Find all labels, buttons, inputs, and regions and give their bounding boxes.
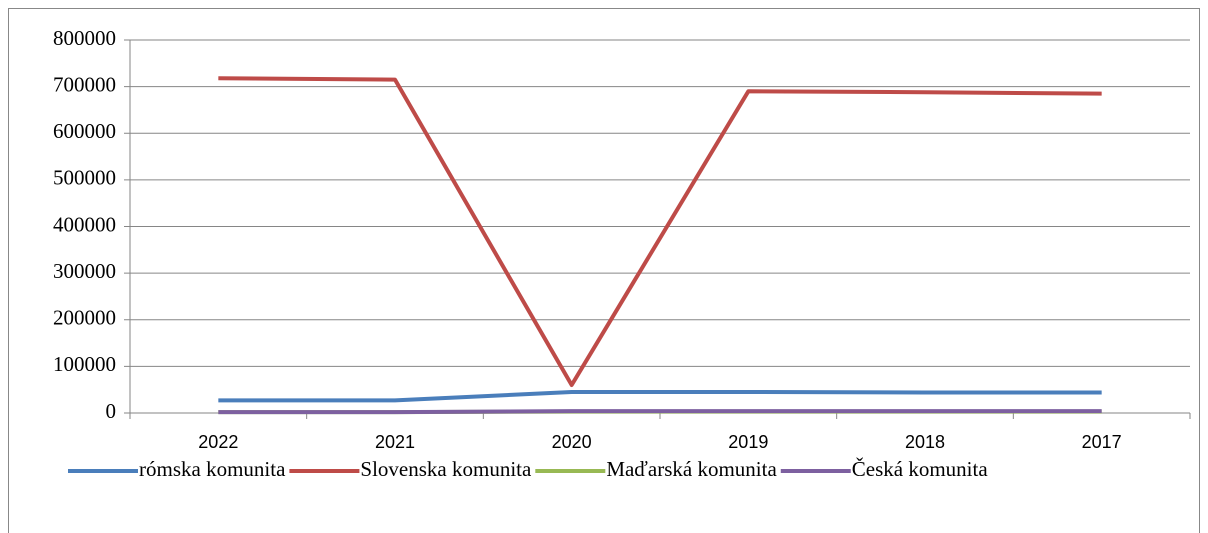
y-tick-label: 0 — [106, 399, 117, 423]
legend-label: Slovenska komunita — [360, 457, 532, 481]
y-tick-label: 100000 — [53, 352, 116, 376]
y-tick-label: 200000 — [53, 306, 116, 330]
legend-label: rómska komunita — [139, 457, 286, 481]
y-tick-label: 500000 — [53, 166, 116, 190]
x-tick-label: 2021 — [375, 432, 415, 452]
x-tick-label: 2020 — [552, 432, 592, 452]
y-tick-label: 700000 — [53, 72, 116, 96]
series-line — [218, 390, 1102, 403]
y-tick-label: 800000 — [53, 26, 116, 50]
x-tick-label: 2022 — [198, 432, 238, 452]
series-line — [218, 409, 1102, 415]
y-tick-label: 300000 — [53, 259, 116, 283]
y-tick-label: 600000 — [53, 119, 116, 143]
legend-label: Maďarská komunita — [606, 457, 777, 481]
series-line — [218, 76, 1102, 388]
chart-border — [8, 8, 1200, 533]
x-tick-label: 2018 — [905, 432, 945, 452]
x-tick-label: 2017 — [1082, 432, 1122, 452]
legend-label: Česká komunita — [852, 457, 989, 481]
x-tick-label: 2019 — [728, 432, 768, 452]
y-tick-label: 400000 — [53, 212, 116, 236]
